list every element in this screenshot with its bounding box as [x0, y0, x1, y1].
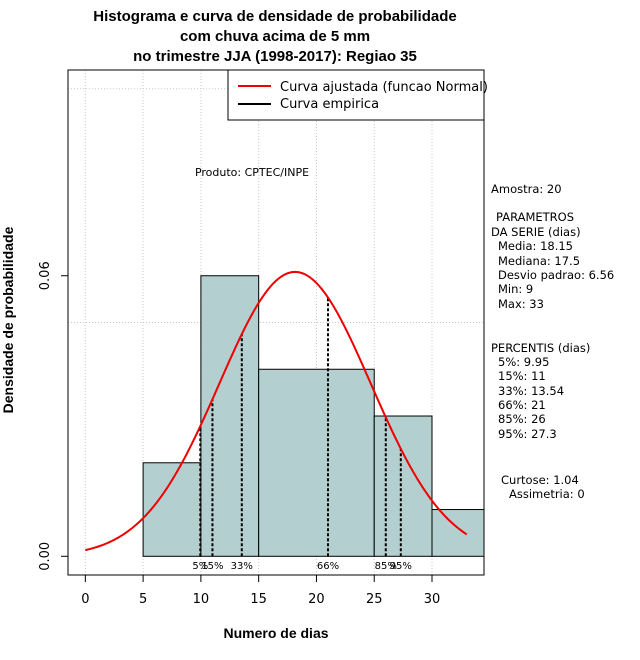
- param-stddev: Desvio padrao: 6.56: [498, 268, 614, 282]
- y-axis-label: Densidade de probabilidade: [0, 226, 16, 413]
- skewness: Assimetria: 0: [509, 487, 585, 501]
- percentile-label: 15%: [201, 561, 223, 572]
- legend-box: [227, 69, 485, 121]
- param-mean: Media: 18.15: [498, 239, 573, 253]
- percentil-95: 95%: 27.3: [498, 427, 557, 441]
- y-tick-label: 0.00: [38, 542, 53, 571]
- params-heading: PARAMETROS: [496, 210, 574, 224]
- param-max: Max: 33: [498, 297, 544, 311]
- x-tick-label: 10: [193, 592, 210, 607]
- percentile-label: 5%: [192, 561, 208, 572]
- sample-size: Amostra: 20: [491, 182, 562, 196]
- x-axis-label: Numero de dias: [223, 625, 328, 641]
- percentil-66: 66%: 21: [498, 398, 546, 412]
- chart-title-line-1: Histograma e curva de densidade de proba…: [93, 8, 456, 25]
- percentil-85: 85%: 26: [498, 412, 546, 426]
- chart-title-line-3: no trimestre JJA (1998-2017): Regiao 35: [133, 48, 417, 65]
- param-median: Mediana: 17.5: [498, 254, 580, 268]
- product-label: Produto: CPTEC/INPE: [195, 166, 309, 179]
- normal-fit-curve: [85, 270, 468, 552]
- percentil-5: 5%: 9.95: [498, 355, 549, 369]
- percentile-label: 33%: [231, 561, 253, 572]
- y-tick-label: 0.06: [38, 261, 53, 290]
- x-tick-label: 15: [250, 592, 267, 607]
- params-subheading: DA SERIE (dias): [491, 225, 581, 239]
- histogram-bar: [200, 275, 260, 557]
- x-tick-label: 5: [139, 592, 147, 607]
- x-tick-label: 25: [366, 592, 383, 607]
- x-tick-label: 20: [308, 592, 325, 607]
- chart-title-line-2: com chuva acima de 5 mm: [180, 28, 370, 45]
- percentis-heading: PERCENTIS (dias): [491, 341, 590, 355]
- percentile-label: 85%: [375, 561, 397, 572]
- percentile-label: 95%: [390, 561, 412, 572]
- legend-label-normal: Curva ajustada (funcao Normal): [280, 80, 488, 95]
- percentil-15: 15%: 11: [498, 369, 546, 383]
- percentil-33: 33%: 13.54: [498, 384, 564, 398]
- param-min: Min: 9: [498, 282, 533, 296]
- histogram-bar: [373, 415, 433, 557]
- x-tick-label: 0: [81, 592, 89, 607]
- histogram-bar: [258, 368, 375, 557]
- percentile-label: 66%: [317, 561, 339, 572]
- histogram-bar: [431, 509, 485, 557]
- x-tick-label: 30: [424, 592, 441, 607]
- kurtosis: Curtose: 1.04: [501, 473, 579, 487]
- legend-label-empirical: Curva empirica: [280, 97, 379, 112]
